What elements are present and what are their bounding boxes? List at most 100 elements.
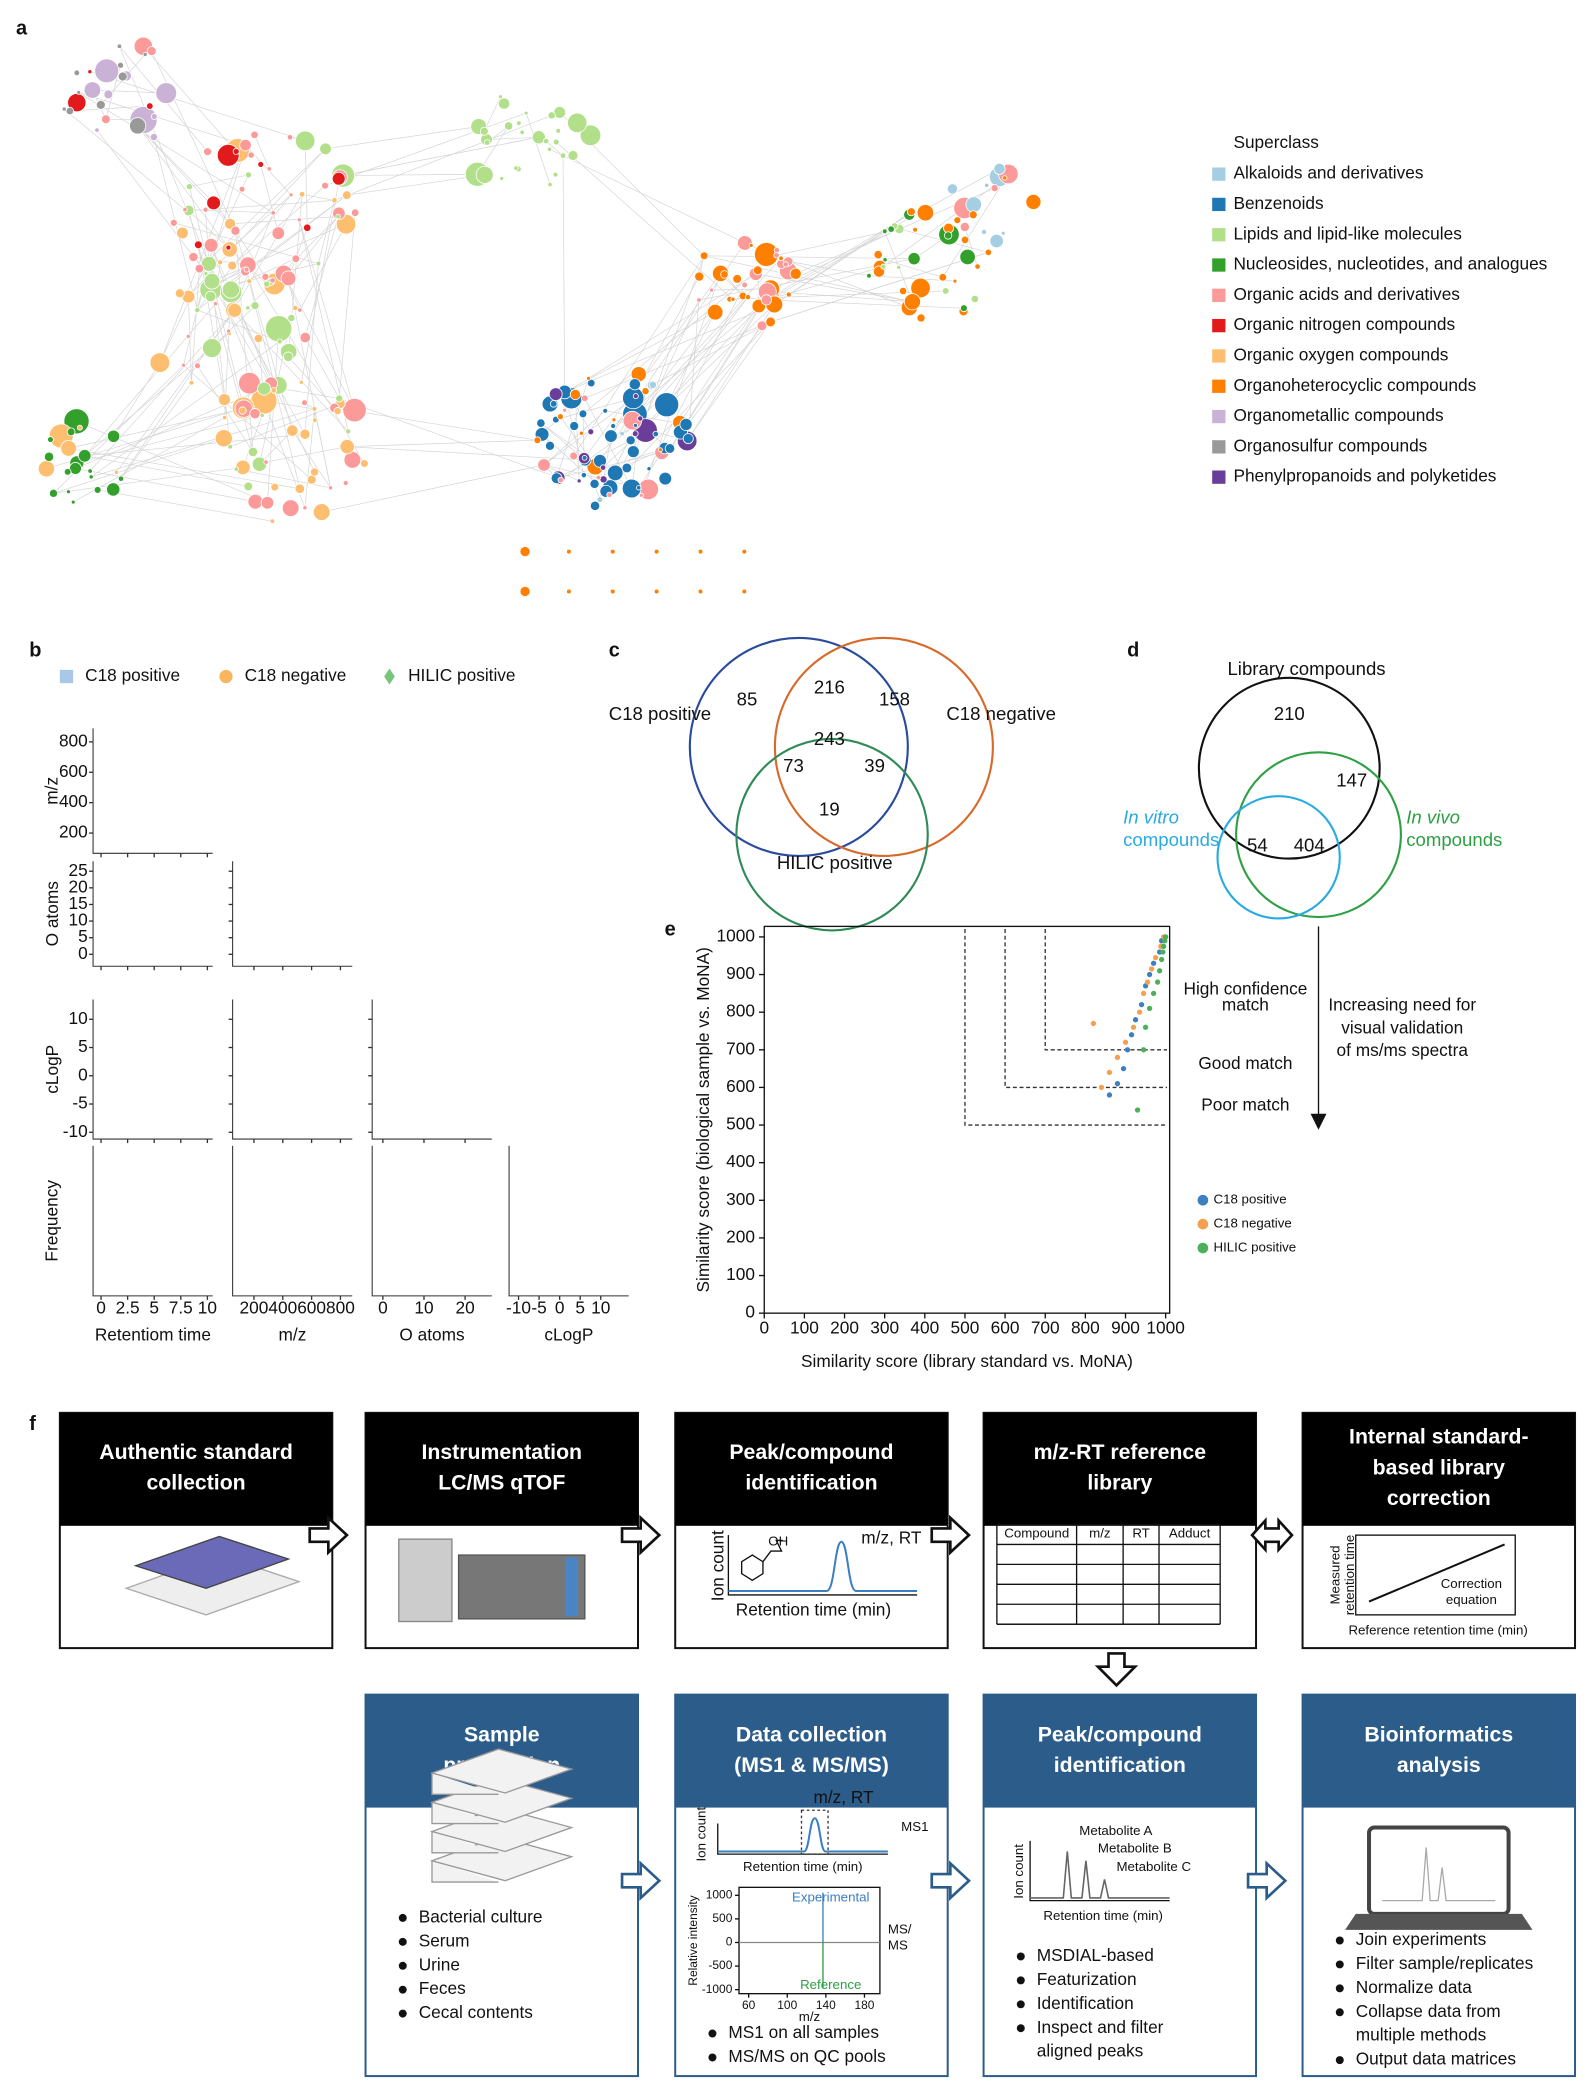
network-edge [766, 299, 964, 309]
network-node [611, 417, 617, 423]
network-node [201, 255, 217, 272]
network-node [43, 451, 55, 462]
axis-title: m/z [799, 2009, 820, 2024]
legend-swatch [1212, 228, 1226, 242]
network-edge [339, 398, 559, 479]
region-count: 39 [864, 755, 885, 776]
bullet [1016, 1952, 1025, 1961]
network-node [599, 464, 607, 471]
network-edge [324, 112, 527, 187]
illustration [398, 1538, 453, 1623]
bullet [1335, 1936, 1344, 1945]
network-node [595, 474, 602, 481]
network-node [587, 428, 595, 436]
network-node [637, 415, 644, 422]
network-node [253, 333, 264, 344]
network-edge [942, 173, 1009, 278]
network-node [960, 235, 970, 245]
y-tick-label: -500 [708, 1958, 732, 1972]
box-title: Internal standard- [1349, 1425, 1528, 1449]
set-label: compounds [1123, 829, 1219, 850]
network-node [87, 468, 93, 474]
bullet-text: Serum [419, 1930, 470, 1950]
network-node [896, 264, 902, 270]
network-node [555, 128, 561, 134]
network-node [959, 221, 970, 233]
x-tick-label: -5 [531, 1298, 546, 1318]
network-edge [197, 365, 254, 453]
network-node [271, 226, 285, 240]
y-tick-label: 10 [69, 910, 88, 930]
peak-label: Metabolite B [1098, 1840, 1172, 1855]
network-node [335, 213, 341, 220]
network-edge [84, 455, 249, 487]
network-edge [159, 145, 246, 363]
network-node [245, 305, 251, 311]
network-node [760, 294, 772, 306]
network-node [117, 61, 124, 69]
network-node [881, 228, 888, 234]
region-count: 243 [814, 728, 845, 749]
box-title: identification [745, 1471, 877, 1495]
network-node [946, 183, 959, 195]
network-node [65, 106, 75, 116]
network-node [602, 407, 609, 414]
point [1136, 1009, 1143, 1015]
network-edge [687, 321, 771, 439]
network-node [549, 400, 558, 408]
network-node [866, 272, 872, 279]
network-node [910, 277, 931, 299]
set-label: compounds [1406, 829, 1502, 850]
axis-title: Ion count [708, 1530, 728, 1601]
network-node [202, 206, 209, 213]
network-node [632, 393, 639, 400]
network-node [269, 518, 276, 524]
network-node [990, 184, 999, 193]
network-node [266, 166, 272, 172]
network-node [269, 277, 276, 284]
point [1142, 1024, 1149, 1030]
network-node [94, 127, 100, 133]
network-edge [632, 258, 782, 421]
network-edge [770, 252, 989, 323]
network-node [155, 82, 178, 104]
network-node [342, 397, 367, 423]
network-node [259, 412, 265, 418]
set-label: C18 negative [946, 703, 1056, 724]
axis-title: Similarity score (biological sample vs. … [693, 947, 713, 1292]
box-title: LC/MS qTOF [438, 1471, 565, 1495]
network-node [276, 338, 283, 345]
x-tick-label: 2.5 [116, 1298, 140, 1318]
y-tick-label: 0 [78, 1064, 88, 1084]
venn-set [688, 636, 909, 858]
network-node [142, 51, 148, 57]
network-node [903, 293, 921, 311]
network-node [581, 394, 589, 403]
network-edge [84, 303, 216, 457]
network-node [748, 242, 754, 248]
x-tick-label: 0 [759, 1318, 769, 1338]
subplot-axes [92, 999, 213, 1140]
illustration [429, 1777, 574, 1825]
network-node [520, 586, 530, 597]
y-tick-label: 20 [69, 876, 88, 896]
network-node [654, 589, 659, 594]
network-edge [119, 46, 210, 264]
network-node [106, 482, 121, 497]
panel-label: c [609, 640, 620, 662]
network-edge [242, 415, 263, 468]
network-node [542, 137, 550, 145]
network-node [479, 126, 489, 136]
x-tick-label: 60 [742, 1998, 756, 2012]
bullet-text: Collapse data from [1356, 2001, 1501, 2021]
threshold-box [1004, 929, 1167, 1089]
point [1146, 1005, 1153, 1012]
network-node [283, 351, 294, 362]
network-edge [347, 446, 586, 461]
bullet [708, 2053, 717, 2062]
bullet [708, 2029, 717, 2038]
network-edge [247, 264, 365, 464]
illustration [1345, 1913, 1533, 1930]
x-tick-label: 0 [378, 1298, 388, 1318]
table-header: Compound [1004, 1525, 1069, 1540]
